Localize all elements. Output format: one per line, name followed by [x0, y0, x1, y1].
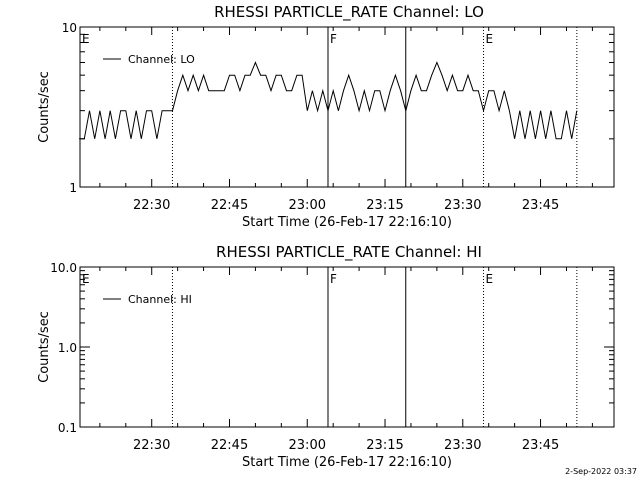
x-axis-label: Start Time (26-Feb-17 22:16:10) — [242, 455, 452, 470]
y-tick-label: 1 — [69, 181, 77, 195]
x-tick-label: 23:15 — [366, 438, 403, 453]
plot-area — [79, 26, 615, 188]
x-axis-label: Start Time (26-Feb-17 22:16:10) — [242, 215, 452, 230]
marker-label: F — [330, 32, 337, 46]
footer-date: 2-Sep-2022 03:37 — [565, 467, 637, 476]
plot-frame — [79, 266, 615, 428]
x-tick-label: 23:45 — [522, 198, 559, 213]
y-tick-label: 10 — [62, 21, 77, 35]
x-tick-label: 22:45 — [211, 438, 248, 453]
chart-title: RHESSI PARTICLE_RATE Channel: LO — [214, 3, 484, 22]
series-line — [79, 61, 578, 140]
x-tick-label: 23:15 — [366, 198, 403, 213]
plot-area — [79, 266, 615, 428]
marker-label: E — [82, 272, 90, 286]
legend-label: Channel: LO — [128, 53, 195, 66]
marker-label: F — [330, 272, 337, 286]
x-tick-label: 23:00 — [289, 438, 326, 453]
marker-labels: E F E — [82, 32, 493, 46]
y-tick-label: 1.0 — [58, 341, 77, 355]
x-tick-labels: 22:30 22:45 23:00 23:15 23:30 23:45 — [133, 198, 559, 213]
x-tick-label: 23:30 — [444, 198, 481, 213]
marker-labels: E F E — [82, 272, 493, 286]
marker-label: E — [486, 272, 494, 286]
x-tick-label: 23:00 — [289, 198, 326, 213]
x-tick-label: 22:30 — [133, 438, 170, 453]
y-tick-labels: 0.1 1.0 10.0 — [50, 261, 77, 435]
x-tick-label: 23:45 — [522, 438, 559, 453]
panel-lo: RHESSI PARTICLE_RATE Channel: LO Counts/… — [37, 3, 615, 230]
y-tick-label: 10.0 — [50, 261, 77, 275]
plot-frame — [79, 26, 615, 188]
y-axis-label: Counts/sec — [37, 71, 52, 143]
y-tick-labels: 1 10 — [62, 21, 77, 195]
x-tick-label: 22:45 — [211, 198, 248, 213]
marker-label: E — [82, 32, 90, 46]
x-tick-label: 23:30 — [444, 438, 481, 453]
x-tick-labels: 22:30 22:45 23:00 23:15 23:30 23:45 — [133, 438, 559, 453]
y-tick-label: 0.1 — [58, 421, 77, 435]
panel-hi: RHESSI PARTICLE_RATE Channel: HI Counts/… — [37, 243, 615, 470]
chart-title: RHESSI PARTICLE_RATE Channel: HI — [216, 243, 482, 262]
x-tick-label: 22:30 — [133, 198, 170, 213]
marker-label: E — [486, 32, 494, 46]
y-axis-label: Counts/sec — [37, 311, 52, 383]
legend-label: Channel: HI — [128, 293, 192, 306]
